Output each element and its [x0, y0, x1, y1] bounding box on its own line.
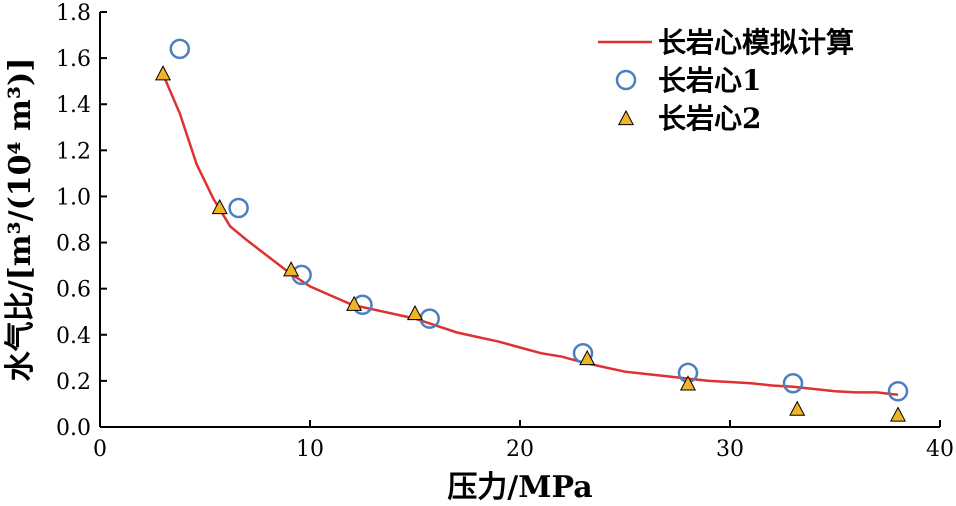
data-point-core2: [346, 295, 363, 311]
data-point-core1: [887, 381, 909, 402]
legend-swatch-core1-circle: [615, 69, 637, 91]
data-point-core1: [782, 372, 804, 394]
legend-label-core1: 长岩心1: [658, 64, 761, 97]
data-point-core2: [889, 406, 907, 422]
data-point-core2: [579, 349, 596, 366]
data-point-core2: [283, 261, 300, 277]
x-tick-label: 20: [506, 437, 534, 462]
x-tick-label: 30: [716, 437, 744, 462]
x-axis-title: 压力/MPa: [447, 470, 592, 505]
data-point-core2: [406, 304, 424, 321]
data-point-core2: [211, 198, 228, 215]
data-point-core1: [228, 197, 249, 219]
x-tick-label: 40: [926, 437, 954, 462]
y-tick-label: 0.2: [56, 370, 91, 395]
y-tick-label: 0.6: [56, 278, 91, 303]
y-tick-label: 1.4: [56, 93, 91, 118]
x-tick-label: 10: [296, 437, 324, 462]
data-point-core2: [154, 65, 172, 81]
series-line-simulation: [161, 73, 899, 396]
y-tick-label: 1.6: [56, 47, 91, 72]
legend-swatch-core2-triangle: [617, 109, 635, 126]
legend-label-core2: 长岩心2: [658, 102, 761, 135]
data-point-core1: [169, 38, 191, 60]
y-axis-title: 水气比/[m³/(10⁴ m³)]: [3, 58, 38, 382]
y-tick-label: 1.2: [56, 139, 91, 164]
y-tick-label: 1.8: [56, 1, 91, 26]
data-point-core1: [419, 308, 440, 329]
x-tick-label: 0: [93, 437, 107, 462]
data-point-core2: [789, 400, 806, 416]
data-point-core2: [679, 375, 697, 391]
legend: 长岩心模拟计算 长岩心1 长岩心2: [598, 26, 854, 135]
x-ticks: 0 10 20 30 40: [93, 420, 954, 462]
legend-label-simulation: 长岩心模拟计算: [658, 26, 854, 59]
y-tick-label: 0.8: [56, 232, 91, 257]
plot-series: [154, 38, 909, 422]
y-tick-label: 0.4: [56, 324, 91, 349]
y-ticks: 0.0 0.2 0.4 0.6 0.8 1.0 1.2 1.4 1.6 1.8: [56, 1, 107, 441]
y-tick-label: 1.0: [56, 185, 91, 210]
y-tick-label: 0.0: [56, 416, 91, 441]
